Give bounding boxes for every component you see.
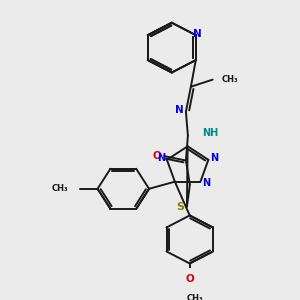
Text: S: S: [176, 202, 184, 212]
Text: CH₃: CH₃: [186, 294, 203, 300]
Text: N: N: [202, 178, 211, 188]
Text: N: N: [210, 153, 218, 163]
Text: CH₃: CH₃: [222, 75, 238, 84]
Text: CH₃: CH₃: [51, 184, 68, 193]
Text: O: O: [153, 151, 162, 161]
Text: O: O: [185, 274, 194, 284]
Text: NH: NH: [202, 128, 218, 138]
Text: N: N: [175, 105, 183, 115]
Text: N: N: [157, 153, 165, 163]
Text: N: N: [194, 29, 202, 39]
